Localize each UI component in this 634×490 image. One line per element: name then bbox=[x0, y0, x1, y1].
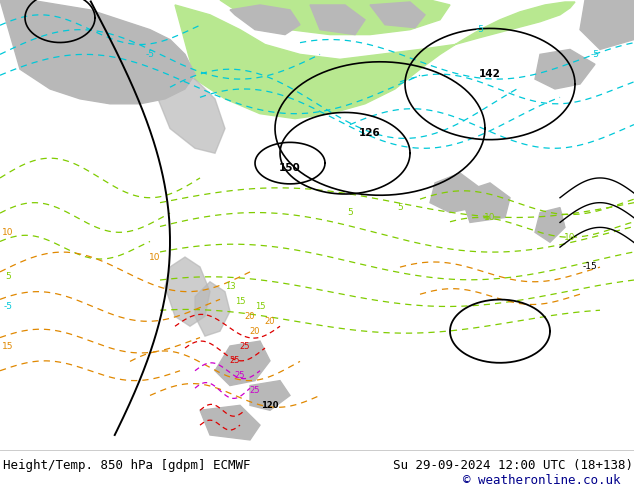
Text: 10: 10 bbox=[3, 228, 14, 237]
Polygon shape bbox=[430, 173, 480, 213]
Text: 15: 15 bbox=[235, 297, 245, 306]
Text: 15: 15 bbox=[255, 302, 265, 311]
Polygon shape bbox=[200, 405, 260, 440]
Text: 150: 150 bbox=[279, 163, 301, 173]
Polygon shape bbox=[175, 2, 575, 119]
Polygon shape bbox=[230, 5, 300, 35]
Polygon shape bbox=[535, 49, 595, 89]
Polygon shape bbox=[195, 282, 230, 336]
Text: -5: -5 bbox=[476, 25, 484, 34]
Polygon shape bbox=[250, 381, 290, 410]
Text: 25: 25 bbox=[240, 342, 250, 350]
Text: 13: 13 bbox=[224, 282, 235, 291]
Text: 10: 10 bbox=[484, 213, 496, 222]
Text: 25: 25 bbox=[235, 371, 245, 380]
Polygon shape bbox=[580, 0, 634, 49]
Text: -5: -5 bbox=[145, 50, 155, 59]
Text: 5: 5 bbox=[347, 208, 353, 217]
Text: Su 29-09-2024 12:00 UTC (18+138): Su 29-09-2024 12:00 UTC (18+138) bbox=[393, 459, 633, 471]
Text: 25: 25 bbox=[250, 386, 260, 395]
Polygon shape bbox=[535, 208, 565, 242]
Text: 142: 142 bbox=[479, 69, 501, 79]
Polygon shape bbox=[215, 341, 270, 386]
Text: 10: 10 bbox=[149, 252, 161, 262]
Text: -5: -5 bbox=[4, 302, 13, 311]
Text: 25: 25 bbox=[230, 356, 240, 366]
Text: © weatheronline.co.uk: © weatheronline.co.uk bbox=[463, 474, 620, 487]
Text: 10: 10 bbox=[564, 233, 576, 242]
Polygon shape bbox=[220, 0, 450, 35]
Polygon shape bbox=[310, 5, 365, 35]
Polygon shape bbox=[370, 2, 425, 27]
Polygon shape bbox=[150, 69, 225, 153]
Text: 120: 120 bbox=[261, 401, 279, 410]
Polygon shape bbox=[165, 257, 210, 326]
Text: 5: 5 bbox=[5, 272, 11, 281]
Text: 15: 15 bbox=[3, 342, 14, 350]
Text: Height/Temp. 850 hPa [gdpm] ECMWF: Height/Temp. 850 hPa [gdpm] ECMWF bbox=[3, 459, 250, 471]
Polygon shape bbox=[0, 0, 195, 104]
Text: -15: -15 bbox=[583, 263, 597, 271]
Text: -5: -5 bbox=[590, 50, 600, 59]
Text: 20: 20 bbox=[245, 312, 256, 321]
Text: 20: 20 bbox=[250, 327, 260, 336]
Text: 126: 126 bbox=[359, 128, 381, 139]
Text: 5: 5 bbox=[397, 203, 403, 212]
Text: 20: 20 bbox=[265, 317, 275, 326]
Polygon shape bbox=[460, 183, 510, 222]
